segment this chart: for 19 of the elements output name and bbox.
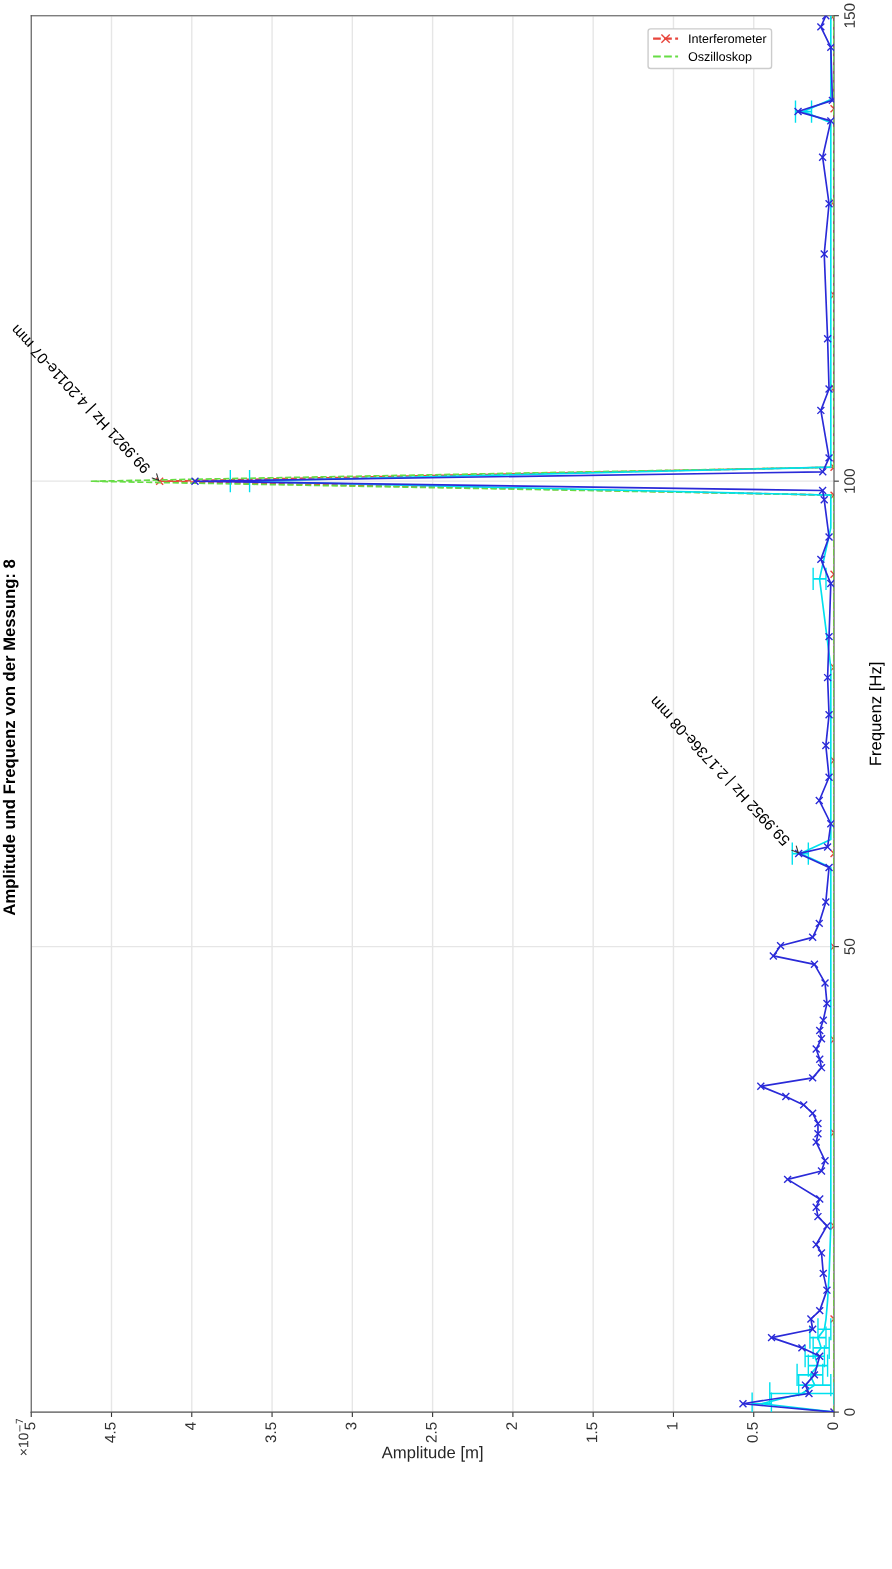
text: Amplitude und Frequenz von der Messung: 8 — [2, 559, 19, 916]
y-tick-label: 150 — [844, 3, 855, 28]
x-tick-label: 4.5 — [104, 1422, 116, 1443]
x-axis-title: Amplitude [m] — [381, 1446, 483, 1462]
x-tick-label: 4 — [185, 1422, 196, 1430]
legend-label: Interferometer — [689, 33, 767, 44]
x-tick-label: 3.5 — [265, 1422, 277, 1443]
x-tick-label: 1.5 — [586, 1422, 598, 1442]
x-tick-label: 0 — [827, 1422, 839, 1430]
x-tick-label: 0.5 — [747, 1422, 758, 1443]
x-tick-label: 3 — [345, 1422, 357, 1430]
legend-label: Oszilloskop — [688, 51, 752, 64]
y-tick-label: 100 — [844, 469, 855, 493]
x-tick-label: 1 — [666, 1422, 678, 1430]
x-tick-label: 2 — [506, 1422, 517, 1430]
y-axis-title: Frequenz [Hz] — [869, 662, 885, 765]
y-tick-label: 50 — [844, 938, 855, 955]
x-tick-label: 2.5 — [425, 1422, 437, 1443]
y-tick-label: 0 — [844, 1408, 855, 1416]
